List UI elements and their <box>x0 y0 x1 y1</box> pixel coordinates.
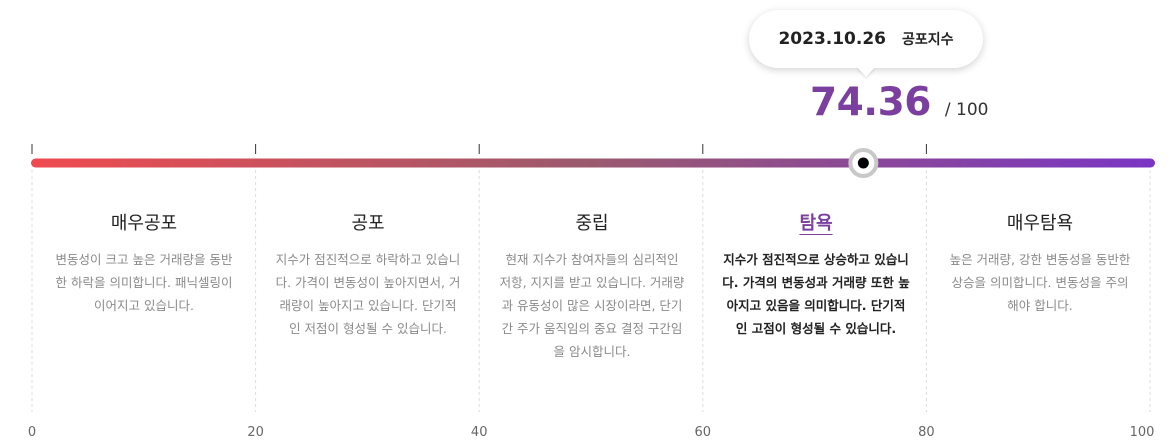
score-display: 74.36 / 100 <box>810 80 1010 132</box>
zone-title: 매우공포 <box>110 213 178 234</box>
date-tooltip: 2023.10.26 공포지수 <box>749 10 983 68</box>
score-max: / 100 <box>944 100 989 120</box>
score-value: 74.36 <box>810 80 931 125</box>
zone-greed: 탐욕 지수가 점진적으로 상승하고 있습니다. 가격의 변동성과 거래량 또한 … <box>704 200 928 340</box>
tick-label: 100 <box>1130 425 1155 440</box>
value-marker-dot <box>857 157 869 169</box>
tick-label: 0 <box>28 425 36 440</box>
zone-extreme-greed: 매우탐욕 높은 거래량, 강한 변동성을 동반한 상승을 의미합니다. 변동성을… <box>928 200 1152 317</box>
zone-title: 공포 <box>351 213 385 234</box>
zone-description: 지수가 점진적으로 상승하고 있습니다. 가격의 변동성과 거래량 또한 높아지… <box>722 252 910 336</box>
tick-label: 20 <box>247 425 264 440</box>
zone-description: 변동성이 크고 높은 거래량을 동반한 하락을 의미합니다. 패닉셀링이 이어지… <box>55 252 233 313</box>
tick-label: 40 <box>471 425 488 440</box>
zone-description: 현재 지수가 참여자들의 심리적인 저항, 지지를 받고 있습니다. 거래량과 … <box>499 252 685 359</box>
zone-title: 매우탐욕 <box>1006 213 1074 234</box>
zone-title: 중립 <box>575 213 609 234</box>
gauge-bar <box>31 158 1155 168</box>
tooltip-label: 공포지수 <box>902 32 954 48</box>
zone-title: 탐욕 <box>799 213 833 234</box>
zone-description: 높은 거래량, 강한 변동성을 동반한 상승을 의미합니다. 변동성을 주의해야… <box>949 252 1131 313</box>
tick-label: 80 <box>918 425 935 440</box>
zone-fear: 공포 지수가 점진적으로 하락하고 있습니다. 가격이 변동성이 높아지면서, … <box>256 200 480 340</box>
zone-extreme-fear: 매우공포 변동성이 크고 높은 거래량을 동반한 하락을 의미합니다. 패닉셀링… <box>32 200 256 317</box>
tooltip-date: 2023.10.26 <box>778 29 886 49</box>
zone-neutral: 중립 현재 지수가 참여자들의 심리적인 저항, 지지를 받고 있습니다. 거래… <box>480 200 704 363</box>
zone-description: 지수가 점진적으로 하락하고 있습니다. 가격이 변동성이 높아지면서, 거래량… <box>275 252 461 336</box>
tick-label: 60 <box>695 425 712 440</box>
